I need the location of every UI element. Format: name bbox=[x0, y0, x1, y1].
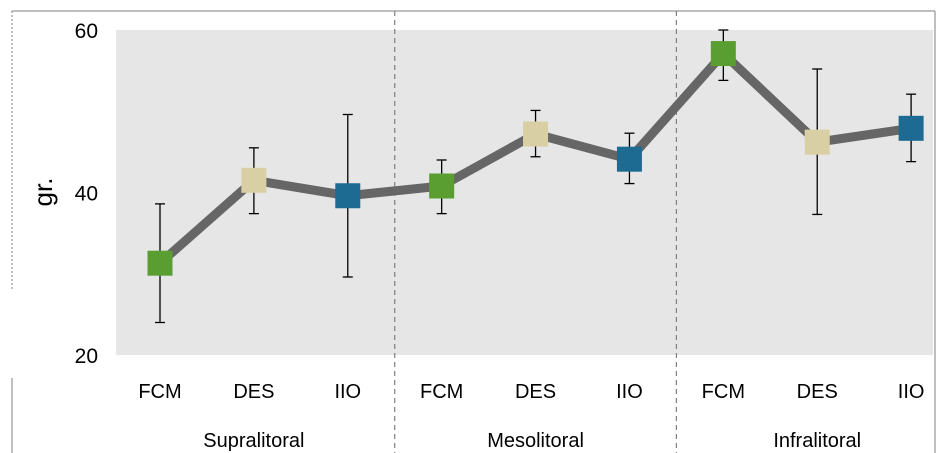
data-point-marker bbox=[241, 167, 267, 193]
group-label: Supralitoral bbox=[203, 430, 304, 452]
category-label: IIO bbox=[898, 381, 925, 403]
category-label: DES bbox=[515, 381, 556, 403]
data-point-marker bbox=[523, 121, 549, 147]
category-label: FCM bbox=[420, 381, 463, 403]
y-axis-label: gr. bbox=[28, 178, 58, 207]
data-point-marker bbox=[898, 115, 924, 141]
y-tick-label: 40 bbox=[75, 183, 98, 206]
category-label: FCM bbox=[702, 381, 745, 403]
data-point-marker bbox=[429, 173, 455, 199]
data-point-marker bbox=[147, 250, 173, 276]
category-label: DES bbox=[797, 381, 838, 403]
group-label: Infralitoral bbox=[773, 430, 861, 452]
category-label: FCM bbox=[138, 381, 181, 403]
y-axis-ticks: 20 40 60 bbox=[75, 20, 98, 368]
category-label: IIO bbox=[334, 381, 361, 403]
category-label: DES bbox=[233, 381, 274, 403]
y-tick-label: 20 bbox=[75, 345, 98, 368]
category-label: IIO bbox=[616, 381, 643, 403]
y-tick-label: 60 bbox=[75, 20, 98, 43]
data-point-marker bbox=[335, 183, 361, 209]
group-labels: Supralitoral Mesolitoral Infralitoral bbox=[203, 430, 861, 452]
data-point-marker bbox=[804, 129, 830, 155]
data-point-marker bbox=[616, 146, 642, 172]
data-markers bbox=[147, 41, 924, 276]
group-separators bbox=[394, 11, 677, 453]
group-label: Mesolitoral bbox=[487, 430, 584, 452]
category-labels: FCM DES IIO FCM DES IIO FCM DES IIO bbox=[138, 381, 924, 403]
data-point-marker bbox=[710, 41, 736, 67]
